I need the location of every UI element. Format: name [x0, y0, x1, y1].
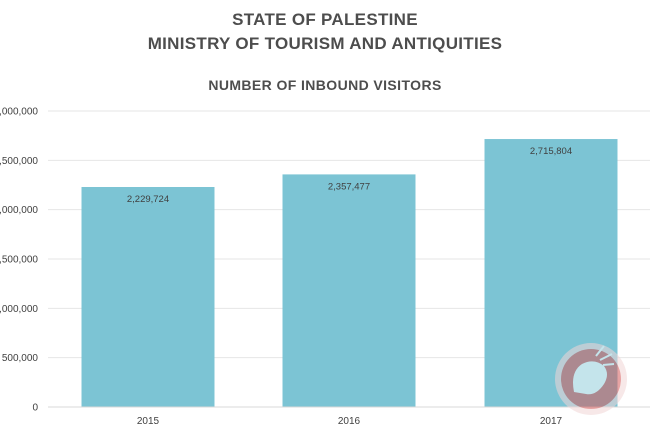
y-tick-label: 1,000,000 — [0, 304, 38, 315]
y-tick-label: 1,500,000 — [0, 255, 38, 266]
header-title-line-2: MINISTRY OF TOURISM AND ANTIQUITIES — [147, 34, 503, 53]
data-label: 2,357,477 — [328, 181, 370, 192]
logo-seal-icon — [555, 343, 627, 415]
data-label: 2,229,724 — [127, 194, 169, 205]
bar-2015 — [81, 187, 215, 407]
y-tick-label: 2,000,000 — [0, 205, 38, 216]
x-category-label: 2015 — [137, 416, 160, 427]
chart-title: NUMBER OF INBOUND VISITORS — [208, 77, 442, 93]
x-category-label: 2016 — [338, 416, 361, 427]
chart-header: STATE OF PALESTINE MINISTRY OF TOURISM A… — [0, 8, 650, 56]
data-label: 2,715,804 — [530, 146, 572, 157]
bar-2016 — [282, 174, 416, 407]
y-tick-label: 2,500,000 — [0, 156, 38, 167]
y-tick-label: 0 — [32, 403, 38, 414]
x-category-label: 2017 — [540, 416, 563, 427]
header-title-line-1: STATE OF PALESTINE — [232, 10, 418, 29]
y-tick-label: 3,000,000 — [0, 107, 38, 118]
y-tick-label: 500,000 — [2, 353, 39, 364]
